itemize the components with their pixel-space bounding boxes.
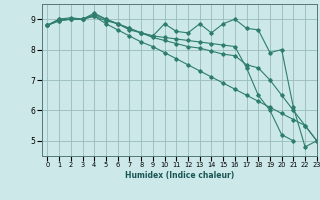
X-axis label: Humidex (Indice chaleur): Humidex (Indice chaleur)	[124, 171, 234, 180]
